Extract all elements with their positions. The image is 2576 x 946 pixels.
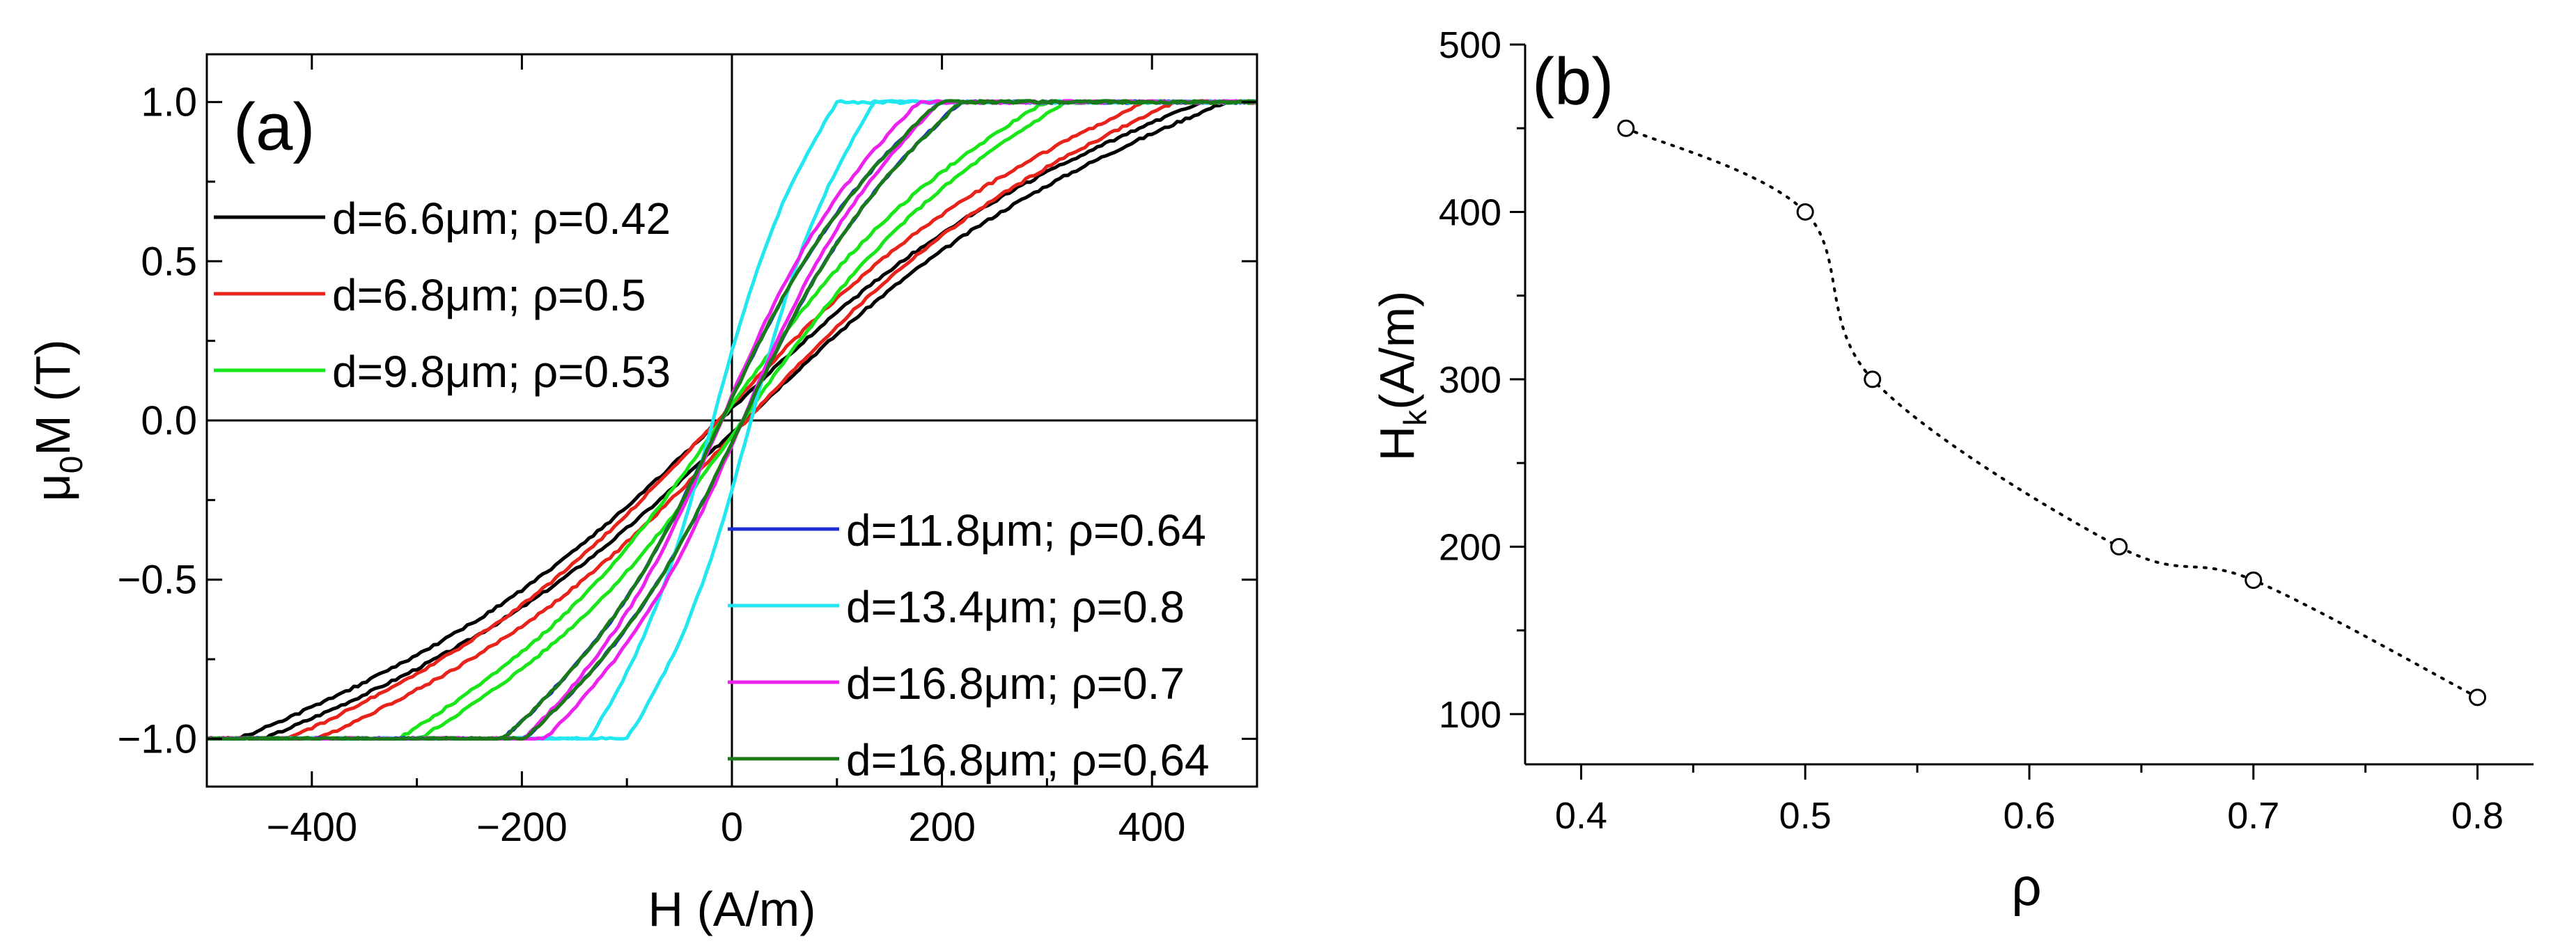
panel-b-label: (b)	[1532, 45, 1614, 119]
panel-b-y-tick-label: 400	[1439, 191, 1501, 233]
legend-label: d=11.8μm; ρ=0.64	[846, 505, 1206, 555]
panel-a-series-line	[207, 99, 1257, 741]
panel-a-y-title-rest: M (T)	[26, 339, 80, 455]
panel-b-x-tick-label: 0.4	[1555, 795, 1607, 837]
panel-a-series-line	[207, 99, 1257, 741]
legend-label: d=16.8μm; ρ=0.7	[846, 659, 1185, 709]
panel-b-x-tick-label: 0.8	[2451, 795, 2504, 837]
panel-b-y-tick-label: 300	[1439, 359, 1501, 401]
panel-b-x-tick-label: 0.7	[2227, 795, 2279, 837]
panel-a-x-ticks: −400 −200 0 200 400	[205, 54, 1258, 850]
panel-b-y-title-sub: k	[1397, 409, 1433, 426]
panel-a-y-title-main: μ	[26, 473, 80, 501]
panel-a-x-tick-label: 0	[721, 805, 743, 850]
panel-a-x-tick-label: 200	[908, 805, 976, 850]
panel-b-fit-line	[1624, 127, 2479, 699]
panel-a-y-ticks: −1.0 −0.5 0.0 0.5 1.0	[118, 80, 1257, 762]
panel-b-x-tick-label: 0.6	[2003, 795, 2055, 837]
panel-b-x-ticks: 0.4 0.5 0.6 0.7 0.8	[1555, 764, 2504, 837]
panel-a-label: (a)	[233, 90, 315, 164]
panel-a-y-tick-label: 0.0	[141, 398, 197, 443]
panel-a-y-tick-label: −0.5	[118, 558, 198, 603]
panel-b-data-point	[1617, 119, 1635, 137]
panel-a-x-tick-label: 400	[1118, 805, 1186, 850]
panel-a-x-tick-label: −400	[266, 805, 357, 850]
panel-b-y-tick-label: 200	[1439, 526, 1501, 568]
panel-b-y-tick-label: 100	[1439, 694, 1501, 736]
panel-a-x-tick-label: −200	[476, 805, 568, 850]
legend-label: d=6.8μm; ρ=0.5	[332, 270, 646, 320]
panel-a-curves	[207, 99, 1257, 741]
panel-a-y-tick-label: 1.0	[141, 80, 197, 125]
panel-a-legend-left: d=6.6μm; ρ=0.42 d=6.8μm; ρ=0.5 d=9.8μm; ρ=…	[214, 194, 671, 397]
panel-b-y-tick-label: 500	[1439, 24, 1501, 66]
panel-a: −400 −200 0 200 400 −1.0 −0.5 0.0 0.5 1.0 (a) d=…	[26, 53, 1258, 936]
panel-b-y-title: Hk(A/m)	[1370, 291, 1433, 462]
panel-b-y-title-main: H	[1370, 426, 1424, 462]
panel-b: 0.4 0.5 0.6 0.7 0.8 100 200 300 400 500 (b) ρ Hk…	[1370, 24, 2534, 917]
panel-a-y-title: μ0M (T)	[26, 339, 89, 501]
panel-a-y-tick-label: 0.5	[141, 239, 197, 284]
panel-a-series-line	[207, 99, 1257, 741]
panel-b-x-title: ρ	[2011, 858, 2041, 917]
panel-b-data-point	[2110, 537, 2128, 555]
panel-a-series-line	[207, 99, 1257, 741]
panel-b-points	[1617, 119, 2487, 707]
panel-a-y-title-sub: 0	[53, 456, 89, 474]
panel-b-x-tick-label: 0.5	[1779, 795, 1832, 837]
panel-a-y-tick-label: −1.0	[118, 716, 198, 762]
panel-a-x-title: H (A/m)	[648, 882, 815, 936]
legend-label: d=9.8μm; ρ=0.53	[332, 347, 671, 397]
panel-b-y-title-rest: (A/m)	[1370, 291, 1424, 410]
panel-a-series-line	[207, 99, 1257, 741]
legend-label: d=6.6μm; ρ=0.42	[332, 194, 671, 244]
panel-b-data-point	[1796, 203, 1814, 221]
panel-b-data-point	[2469, 688, 2487, 707]
panel-b-data-point	[1864, 370, 1882, 388]
legend-label: d=13.4μm; ρ=0.8	[846, 582, 1185, 632]
legend-label: d=16.8μm; ρ=0.64	[846, 735, 1210, 785]
panel-b-y-ticks: 100 200 300 400 500	[1439, 24, 1525, 736]
panel-a-series-line	[207, 99, 1257, 741]
panel-b-data-point	[2245, 571, 2263, 589]
panel-a-legend-right: d=11.8μm; ρ=0.64 d=13.4μm; ρ=0.8 d=16.8μm;…	[728, 505, 1210, 785]
